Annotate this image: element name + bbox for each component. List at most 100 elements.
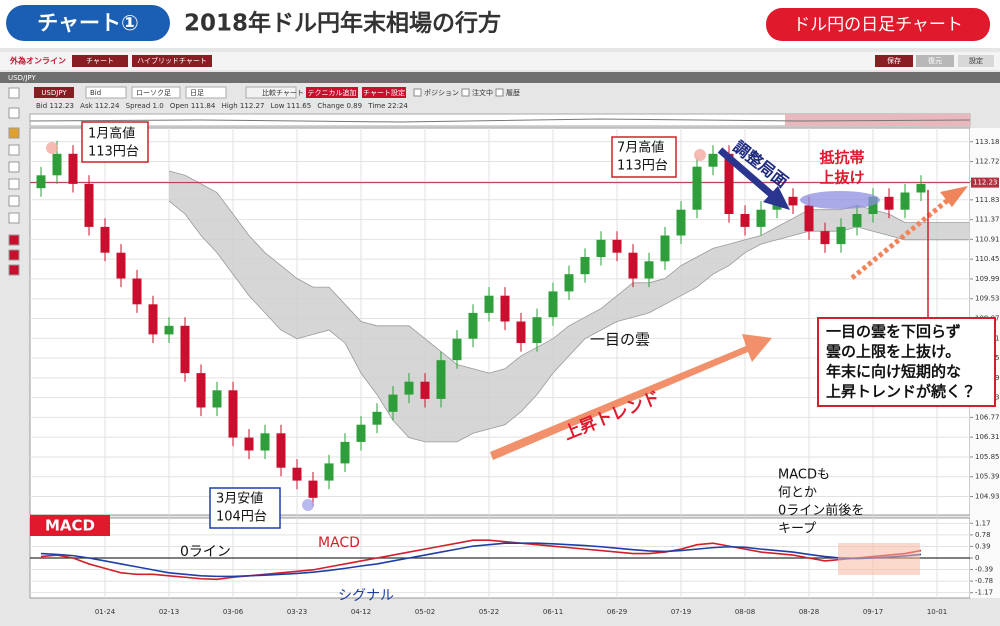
annotation: 抵抗帯 [819,149,864,167]
checkbox[interactable] [413,88,422,97]
button-label: 復元 [928,56,942,65]
quote-value: 112.27 [240,102,265,110]
quote-key: Bid [36,102,47,110]
x-tick-label: 04-12 [351,608,371,616]
toolbar-label: チャート設定 [363,89,405,97]
toolbar-label: 日足 [190,89,204,97]
y-tick-label: 111.83 [975,196,1000,204]
candle-body [804,205,814,232]
tab-label: チャート [86,57,114,65]
toolbar-label: Bid [90,89,101,97]
candle-body [404,381,414,395]
tool-icon[interactable] [8,161,20,173]
button[interactable] [958,55,994,67]
cloud-lower [168,200,969,443]
callout-box [611,136,677,178]
button[interactable] [875,55,913,67]
x-tick-label: 08-08 [735,608,755,616]
candle-body [516,321,526,343]
tool-icon[interactable] [8,249,20,261]
candle-body [596,239,606,257]
candle-body [916,183,926,193]
x-tick-label: 06-29 [607,608,627,616]
y-tick-label: 0.78 [975,531,991,539]
highlight-dot [46,142,58,154]
candle-body [68,153,78,184]
toolbar-label: テクニカル追加 [308,88,357,97]
toolbar-item[interactable] [34,87,74,98]
callout-text: 7月高値 [617,140,664,156]
macd-note: 0ライン前後を [778,503,864,519]
tool-icon[interactable] [8,212,20,224]
highlight-ellipse [800,191,880,209]
toolbar-item[interactable] [185,86,227,99]
tool-icon[interactable] [8,127,20,139]
checkbox[interactable] [461,88,470,97]
toolbar-item[interactable] [131,86,181,99]
y-tick-label: 110.45 [975,255,1000,263]
tab[interactable] [132,55,212,67]
tool-icon[interactable] [8,195,20,207]
candle-body [532,317,542,343]
x-tick-label: 10-01 [927,608,947,616]
tag-bg [766,8,990,41]
candle-body [676,209,686,236]
candle-body [484,295,494,313]
quote-value: 111.65 [287,102,312,110]
button-label: 設定 [969,57,983,65]
candle-body [100,226,110,253]
symbol-bar [0,72,1000,83]
overview-window[interactable] [785,114,970,126]
quote-value: 111.84 [191,102,216,110]
tool-icon[interactable] [8,107,20,119]
button-label: 保存 [887,56,901,65]
callout-box [209,487,281,529]
callout-text: 113円台 [617,158,668,174]
trend-arrow [490,334,772,460]
candle-body [164,325,174,335]
candle-body [308,480,318,498]
candle-body [612,239,622,253]
quote-key: Change [317,102,344,110]
tab[interactable] [72,55,128,67]
candle-body [564,274,574,292]
tool-icon[interactable] [8,144,20,156]
macd-note: 何とか [778,485,817,501]
y-tick-label: 110.91 [975,235,1000,243]
toolbar-item[interactable] [362,87,406,98]
y-tick-label: -0.39 [975,566,993,574]
logo: 外為オンライン [9,56,66,66]
highlight-rect [838,543,920,575]
toolbar-item[interactable] [85,86,127,99]
candle-body [884,196,894,210]
annotation: 0ライン [180,544,231,560]
quote-key: Spread [126,102,151,110]
candle-body [900,192,910,210]
badge: チャート① [37,11,139,35]
candle-body [436,360,446,399]
candle-body [260,433,270,451]
toolbar-label: USDJPY [41,89,67,97]
y-tick-label: 0 [975,554,979,562]
candle-body [116,252,126,279]
candle-body [148,304,158,335]
macd-badge: MACD [45,517,95,535]
tool-icon[interactable] [8,178,20,190]
toolbar-item[interactable] [245,86,297,99]
series-line [40,542,922,578]
checkbox[interactable] [495,88,504,97]
button[interactable] [916,55,954,67]
series-line [40,539,922,581]
legend-label: シグナル [338,588,394,604]
outlook-box [817,317,996,407]
candle-body [388,394,398,412]
tool-icon[interactable] [8,234,20,246]
quote-value: 0.89 [346,102,362,110]
tool-icon[interactable] [8,87,20,99]
y-tick-label: 105.85 [975,453,1000,461]
candle-body [820,231,830,245]
tool-icon[interactable] [8,264,20,276]
toolbar-item[interactable] [306,87,358,98]
candle-body [468,312,478,339]
